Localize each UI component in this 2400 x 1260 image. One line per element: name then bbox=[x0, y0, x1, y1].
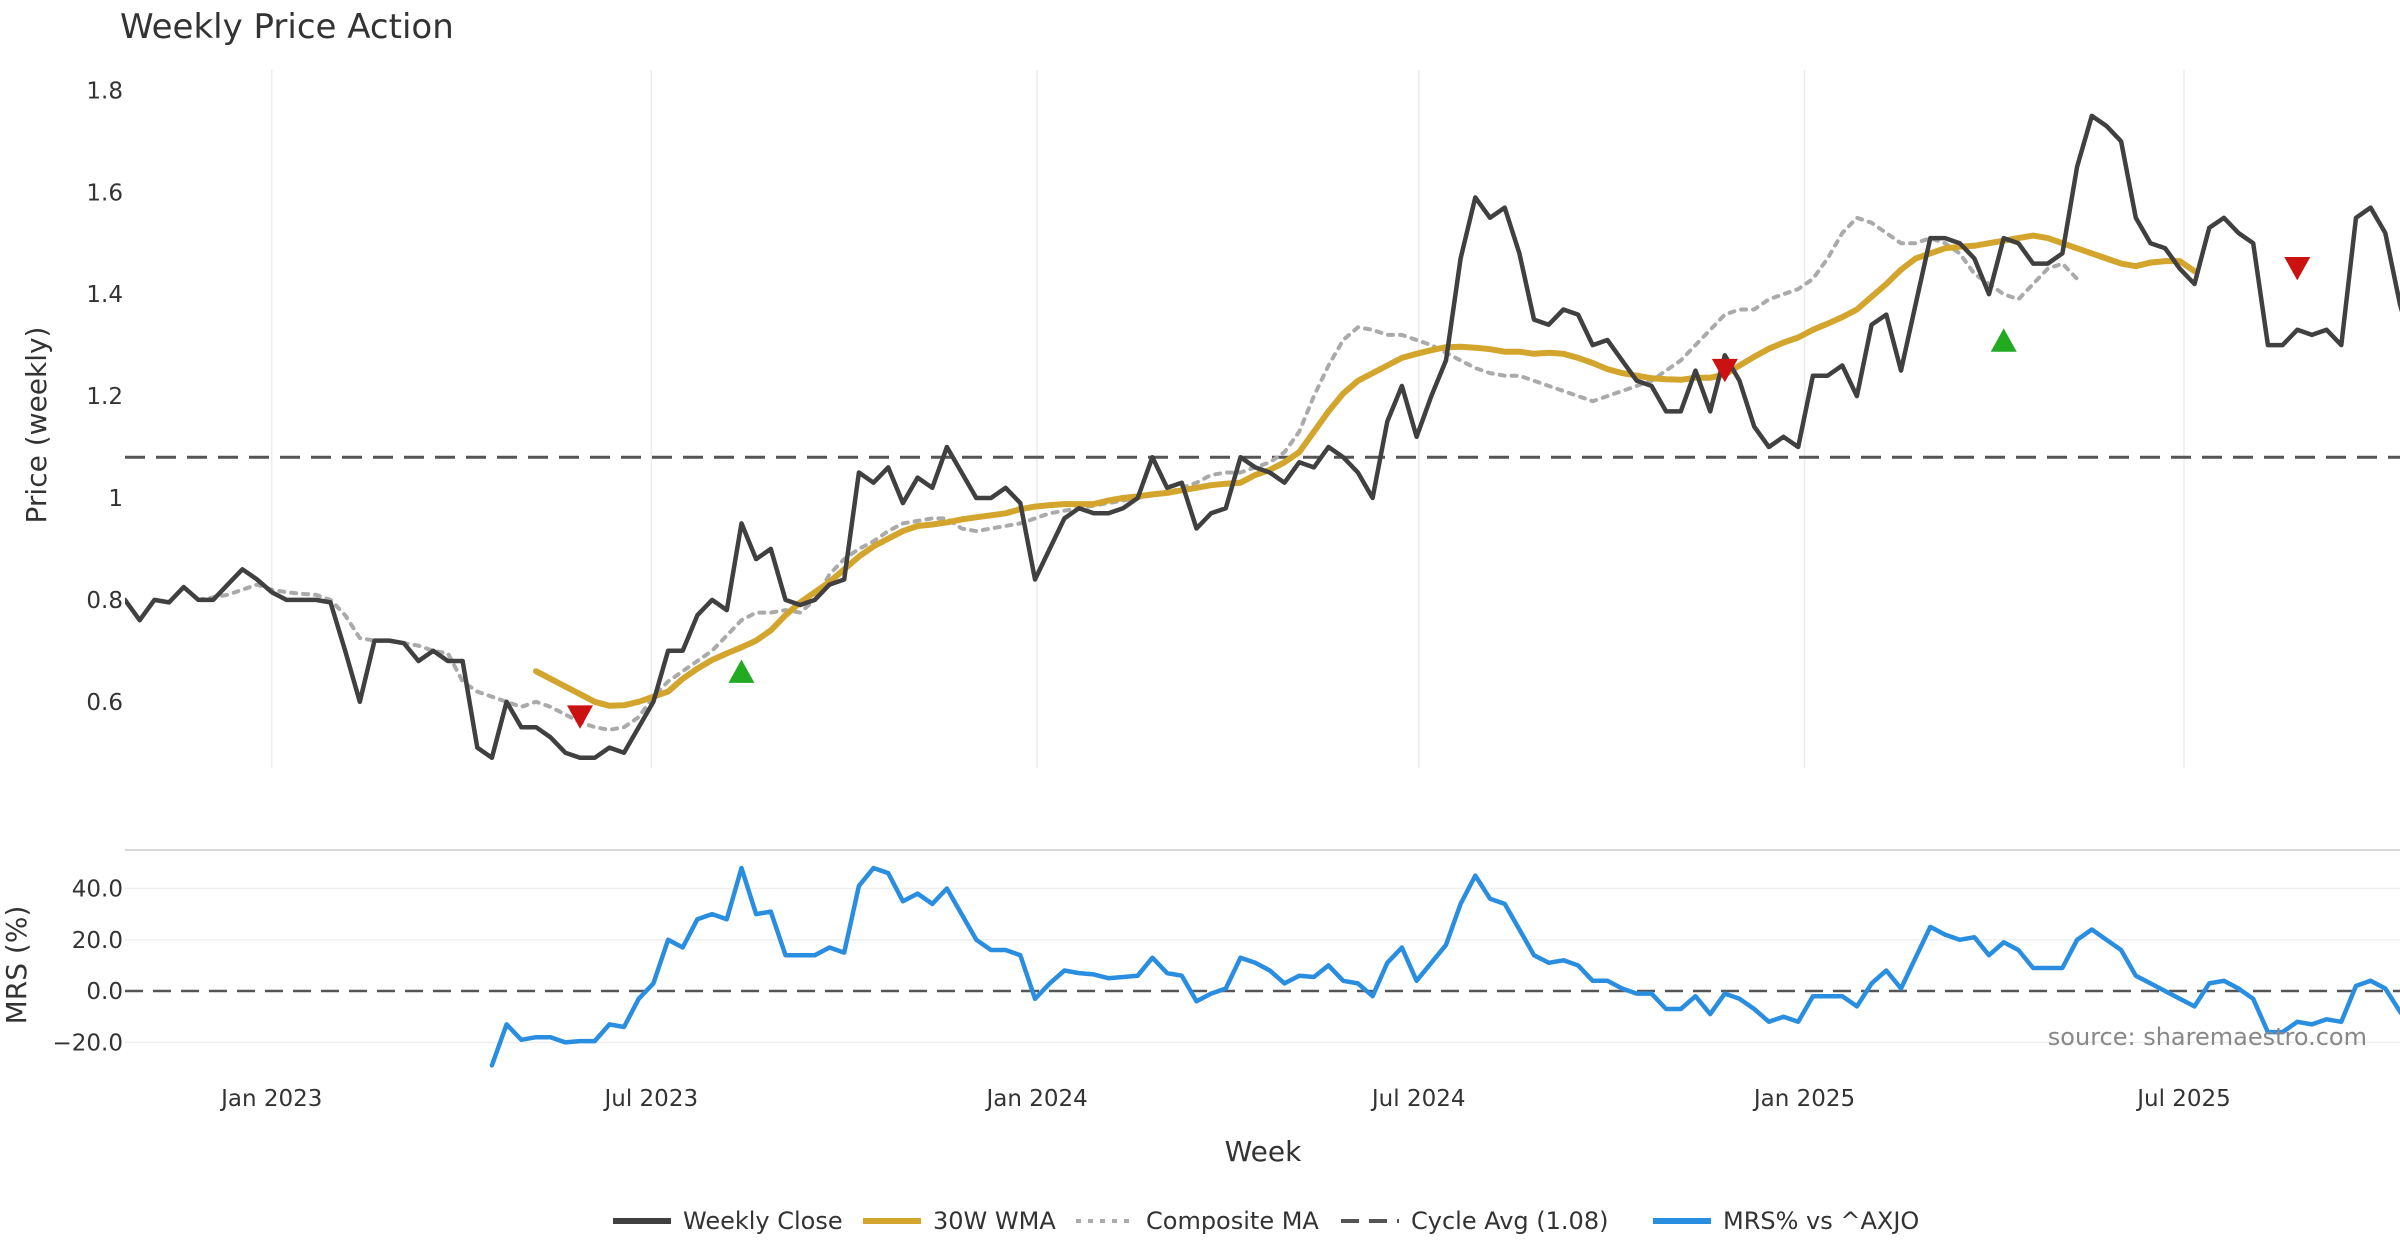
mrs-y-tick-label: 40.0 bbox=[72, 876, 123, 902]
sell-signal-marker bbox=[567, 705, 593, 729]
x-tick-label: Jul 2025 bbox=[2135, 1086, 2231, 1112]
mrs-panel bbox=[125, 865, 2400, 1068]
price-y-tick-label: 1.8 bbox=[86, 78, 123, 104]
legend-item: MRS% vs ^AXJO bbox=[1653, 1207, 1919, 1235]
price-y-tick-label: 1 bbox=[108, 486, 123, 512]
grid-layer bbox=[125, 70, 2400, 1044]
price-y-tick-label: 1.6 bbox=[86, 180, 123, 206]
legend-item: Weekly Close bbox=[613, 1207, 843, 1235]
series-mrs bbox=[489, 865, 2400, 1068]
buy-signal-marker bbox=[728, 659, 755, 683]
sell-signal-marker bbox=[1711, 358, 1738, 383]
source-note: source: sharemaestro.com bbox=[2048, 1023, 2367, 1051]
legend-label: MRS% vs ^AXJO bbox=[1723, 1207, 1919, 1235]
sell-signal-marker bbox=[2284, 257, 2311, 281]
x-tick-label: Jan 2024 bbox=[984, 1086, 1087, 1112]
axis-layer: Jan 2023 Jul 2023 Jan 2024 Jul 2024 Jan 2025… bbox=[53, 78, 2231, 1112]
price-y-tick-label: 1.2 bbox=[86, 384, 123, 410]
series-composite-ma bbox=[196, 215, 2080, 732]
x-tick-label: Jul 2024 bbox=[1370, 1086, 1466, 1112]
series-weekly-close bbox=[125, 113, 2400, 761]
price-y-tick-label: 1.4 bbox=[86, 282, 123, 308]
price-panel bbox=[125, 113, 2400, 761]
mrs-y-axis-title: MRS (%) bbox=[0, 906, 33, 1025]
buy-signal-marker bbox=[1990, 328, 2017, 352]
x-tick-label: Jan 2025 bbox=[1752, 1086, 1855, 1112]
legend-label: 30W WMA bbox=[933, 1207, 1056, 1235]
legend-item: Composite MA bbox=[1076, 1207, 1319, 1235]
price-y-tick-label: 0.6 bbox=[86, 690, 123, 716]
mrs-y-tick-label: 0.0 bbox=[86, 979, 123, 1005]
price-y-axis-title: Price (weekly) bbox=[20, 327, 53, 524]
mrs-y-tick-label: −20.0 bbox=[53, 1030, 123, 1056]
x-axis-title: Week bbox=[1225, 1135, 1302, 1168]
legend-label: Weekly Close bbox=[683, 1207, 843, 1235]
series-30w-wma bbox=[533, 232, 2198, 709]
legend-label: Composite MA bbox=[1146, 1207, 1319, 1235]
legend-item: 30W WMA bbox=[863, 1207, 1056, 1235]
price-y-tick-label: 0.8 bbox=[86, 588, 123, 614]
x-tick-label: Jan 2023 bbox=[219, 1086, 322, 1112]
x-tick-label: Jul 2023 bbox=[602, 1086, 698, 1112]
legend-label: Cycle Avg (1.08) bbox=[1411, 1207, 1608, 1235]
chart-title: Weekly Price Action bbox=[120, 7, 454, 47]
mrs-y-tick-label: 20.0 bbox=[72, 928, 123, 954]
legend-item: Cycle Avg (1.08) bbox=[1341, 1207, 1608, 1235]
legend: Weekly Close 30W WMA Composite MA Cycle Avg… bbox=[613, 1207, 1919, 1235]
